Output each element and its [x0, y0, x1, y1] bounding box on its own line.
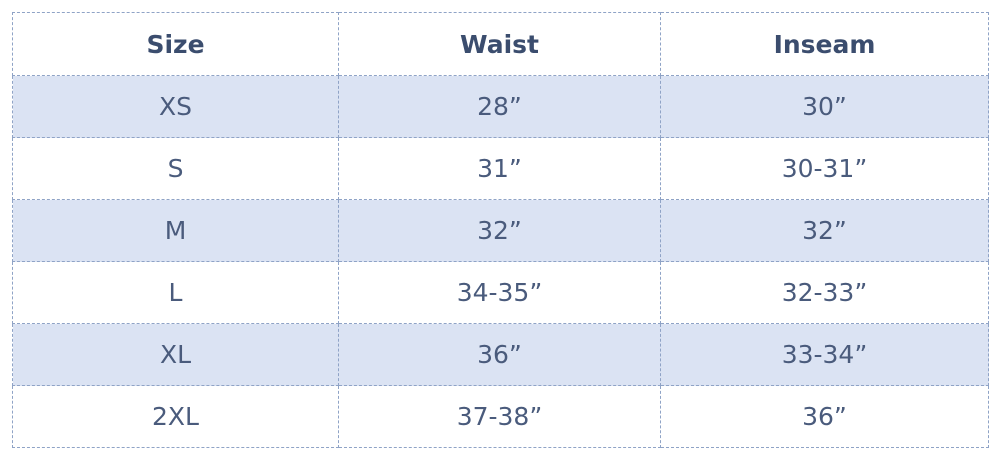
table-cell: 36”: [660, 385, 989, 448]
table-row: S 31” 30-31”: [12, 137, 989, 200]
header-cell: Size: [12, 12, 339, 76]
table-cell: 28”: [338, 75, 661, 138]
table-cell: 31”: [338, 137, 661, 200]
header-cell: Waist: [338, 12, 661, 76]
table-row: XL 36” 33-34”: [12, 323, 989, 386]
table-cell: 33-34”: [660, 323, 989, 386]
table-row: XS 28” 30”: [12, 75, 989, 138]
header-row: Size Waist Inseam: [12, 12, 989, 76]
table-cell: XL: [12, 323, 339, 386]
table-cell: 30”: [660, 75, 989, 138]
table-cell: M: [12, 199, 339, 262]
table-row: 2XL 37-38” 36”: [12, 385, 989, 448]
table-cell: L: [12, 261, 339, 324]
table-cell: S: [12, 137, 339, 200]
table-cell: 30-31”: [660, 137, 989, 200]
table-cell: 32”: [660, 199, 989, 262]
table-cell: 2XL: [12, 385, 339, 448]
table-cell: 37-38”: [338, 385, 661, 448]
size-chart: Size Waist Inseam XS 28” 30” S 31” 30-31” M 32” 32…: [12, 12, 989, 448]
table-cell: 32”: [338, 199, 661, 262]
table-cell: 34-35”: [338, 261, 661, 324]
table-row: M 32” 32”: [12, 199, 989, 262]
table-cell: 36”: [338, 323, 661, 386]
table-row: L 34-35” 32-33”: [12, 261, 989, 324]
header-cell: Inseam: [660, 12, 989, 76]
table-cell: XS: [12, 75, 339, 138]
size-table: Size Waist Inseam XS 28” 30” S 31” 30-31” M 32” 32…: [12, 12, 989, 448]
table-cell: 32-33”: [660, 261, 989, 324]
